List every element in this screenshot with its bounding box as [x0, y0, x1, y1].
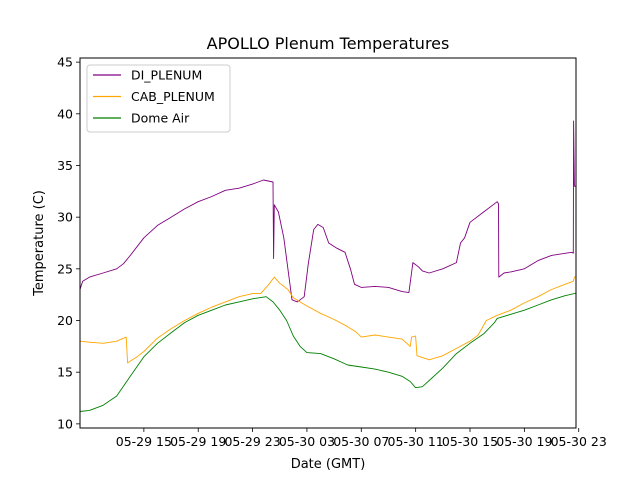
y-tick-label: 30: [57, 210, 73, 225]
chart-title: APOLLO Plenum Temperatures: [207, 34, 450, 53]
x-tick-label: 05-29 15: [116, 434, 172, 449]
y-tick-label: 35: [57, 158, 73, 173]
series-line-dome-air: [80, 292, 576, 412]
plot-frame: [79, 57, 577, 429]
x-tick-label: 05-30 23: [551, 434, 607, 449]
y-tick-label: 25: [57, 261, 73, 276]
y-axis: 10 15 20 25 30 35 40 45: [57, 55, 80, 431]
series-line-di-plenum: [80, 120, 576, 303]
series-layer: [80, 120, 576, 412]
x-tick-label: 05-30 11: [388, 434, 444, 449]
legend-label-di-plenum: DI_PLENUM: [131, 68, 202, 83]
x-axis-label: Date (GMT): [291, 457, 366, 472]
y-tick-label: 15: [57, 365, 73, 380]
x-tick-label: 05-29 19: [170, 434, 226, 449]
x-tick-label: 05-29 23: [224, 434, 280, 449]
y-axis-label: Temperature (C): [32, 190, 47, 297]
legend-label-dome-air: Dome Air: [131, 111, 190, 126]
y-tick-label: 20: [57, 313, 73, 328]
x-tick-label: 05-30 19: [496, 434, 552, 449]
y-tick-label: 10: [57, 416, 73, 431]
legend-label-cab-plenum: CAB_PLENUM: [131, 89, 215, 104]
x-tick-label: 05-30 15: [442, 434, 498, 449]
legend-box: [86, 64, 231, 133]
y-tick-label: 45: [57, 55, 73, 70]
x-tick-label: 05-30 03: [279, 434, 335, 449]
x-tick-label: 05-30 07: [333, 434, 389, 449]
series-line-cab-plenum: [80, 275, 576, 364]
y-tick-label: 40: [57, 106, 73, 121]
legend: DI_PLENUM CAB_PLENUM Dome Air: [86, 64, 231, 133]
